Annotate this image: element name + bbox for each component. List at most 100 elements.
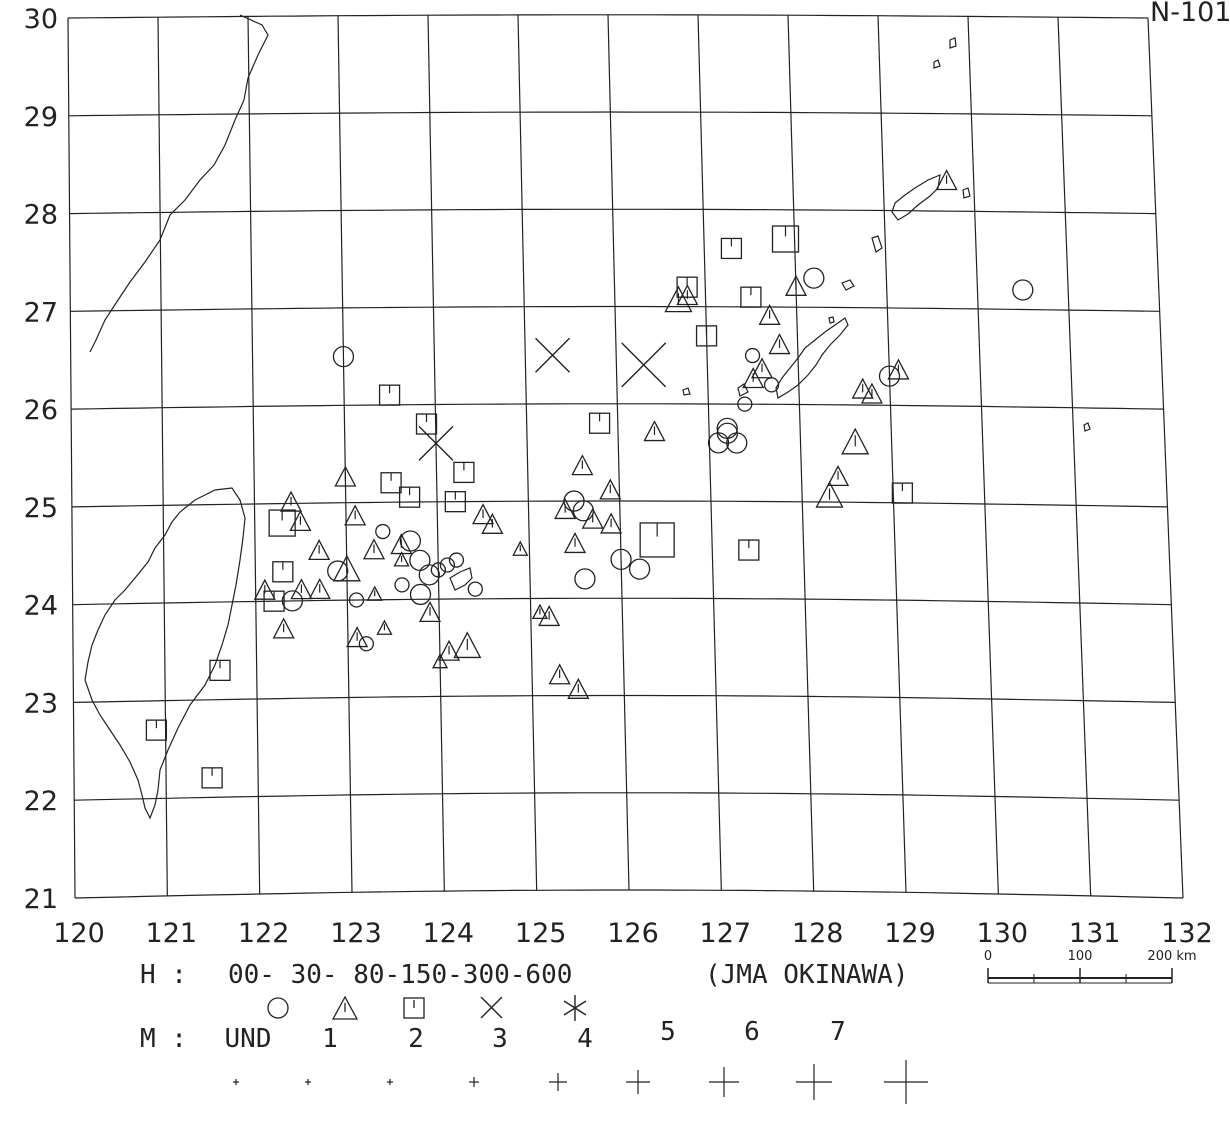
event-triangle <box>841 427 870 455</box>
meridian-line <box>337 15 353 893</box>
scale-bar: 0 100 200 km <box>984 949 1197 984</box>
magnitude-label: UND <box>225 1024 272 1054</box>
event-circle <box>737 396 753 412</box>
parallel-line <box>67 14 1149 19</box>
longitude-label: 131 <box>1069 918 1121 949</box>
magnitude-cross-icon <box>626 1070 650 1094</box>
magnitude-cross-icon <box>796 1064 832 1100</box>
parallel-line <box>68 111 1152 117</box>
event-circle <box>409 549 431 572</box>
event-triangle <box>768 333 791 355</box>
event-triangle <box>600 512 623 534</box>
parallel-line <box>72 597 1172 606</box>
event-triangle <box>815 480 844 508</box>
event-triangle <box>851 377 874 399</box>
longitude-label: 120 <box>53 918 105 949</box>
event-triangle <box>393 551 410 567</box>
longitude-label: 129 <box>884 918 936 949</box>
event-circle <box>716 417 738 440</box>
meridian-line <box>697 14 722 891</box>
longitude-label: 124 <box>423 918 475 949</box>
event-triangle <box>758 303 781 325</box>
legend: H : 00- 30- 80-150-300-600 (JMA OKINAWA)… <box>140 960 928 1104</box>
legend-square-icon <box>403 997 425 1019</box>
latitude-label: 24 <box>24 591 58 622</box>
okinawa-island-coastline <box>775 317 849 399</box>
longitude-label: 123 <box>330 918 382 949</box>
event-triangle <box>784 274 808 296</box>
event-x-cross <box>621 342 667 388</box>
event-square <box>771 225 800 253</box>
event-square <box>891 482 914 504</box>
latitude-label: 22 <box>24 786 58 817</box>
event-circle <box>448 552 465 568</box>
map-id-label: N-101 <box>1150 0 1230 28</box>
event-triangle <box>481 512 504 534</box>
event-square <box>588 412 611 434</box>
longitude-label: 132 <box>1161 918 1213 949</box>
parallel-line <box>69 208 1156 215</box>
event-square <box>453 461 475 484</box>
event-circle <box>763 377 780 393</box>
longitude-label: 126 <box>607 918 659 949</box>
event-circle <box>574 568 596 590</box>
okinoerabu-island-coastline <box>841 279 855 291</box>
taiwan-coastline <box>84 487 246 820</box>
event-triangle <box>581 507 604 529</box>
event-square <box>380 472 402 494</box>
event-square <box>145 719 168 741</box>
parallel-line <box>70 305 1160 312</box>
event-square <box>415 413 438 435</box>
event-triangle <box>362 538 386 560</box>
latitude-label: 28 <box>24 200 58 231</box>
event-triangle <box>308 538 331 561</box>
event-triangle <box>437 639 461 661</box>
event-circle <box>348 592 365 608</box>
event-triangle <box>512 540 529 556</box>
event-triangle <box>418 601 442 623</box>
event-square <box>201 767 223 789</box>
legend-asterisk-icon <box>563 995 587 1021</box>
parallel-line <box>71 500 1168 508</box>
magnitude-label: 5 <box>660 1017 676 1047</box>
small-island-coastline <box>682 387 691 396</box>
meridian-line <box>607 14 630 891</box>
event-circle <box>744 347 761 364</box>
event-triangle <box>531 603 548 620</box>
magnitude-label: 1 <box>322 1024 338 1054</box>
event-triangle <box>344 504 367 526</box>
tokuno-island-coastline <box>871 235 883 253</box>
event-circle <box>430 562 446 578</box>
event-circle <box>439 557 456 573</box>
event-circle <box>332 345 355 368</box>
event-triangle <box>376 619 393 635</box>
magnitude-cross-icon <box>469 1077 479 1087</box>
daito-island-coastline <box>1083 422 1091 432</box>
magnitude-cross-icon <box>709 1067 739 1097</box>
event-circle <box>610 548 632 571</box>
meridian-line <box>967 16 999 895</box>
event-circle <box>467 581 483 597</box>
magnitude-label: 2 <box>408 1024 424 1054</box>
event-circle <box>628 558 651 580</box>
china-coastline <box>89 14 269 353</box>
event-triangle <box>279 490 303 512</box>
kikai-island-coastline <box>962 187 971 199</box>
longitude-label: 127 <box>700 918 752 949</box>
meridian-line <box>1147 17 1184 899</box>
longitude-label: 128 <box>792 918 844 949</box>
small-island-coastline <box>828 316 835 324</box>
legend-magnitude-prefix: M : <box>140 1024 187 1054</box>
scale-label-100: 100 <box>1068 949 1093 964</box>
magnitude-cross-icon <box>305 1079 311 1085</box>
parallel-line <box>74 792 1180 801</box>
event-triangle <box>643 420 666 442</box>
event-circle <box>409 583 432 606</box>
event-square <box>209 659 231 682</box>
meridian-line <box>517 14 538 891</box>
longitude-label: 122 <box>238 918 290 949</box>
event-triangle <box>538 605 561 627</box>
kume-island-coastline <box>737 383 749 397</box>
coastlines <box>84 14 1091 820</box>
meridian-line <box>427 15 445 892</box>
